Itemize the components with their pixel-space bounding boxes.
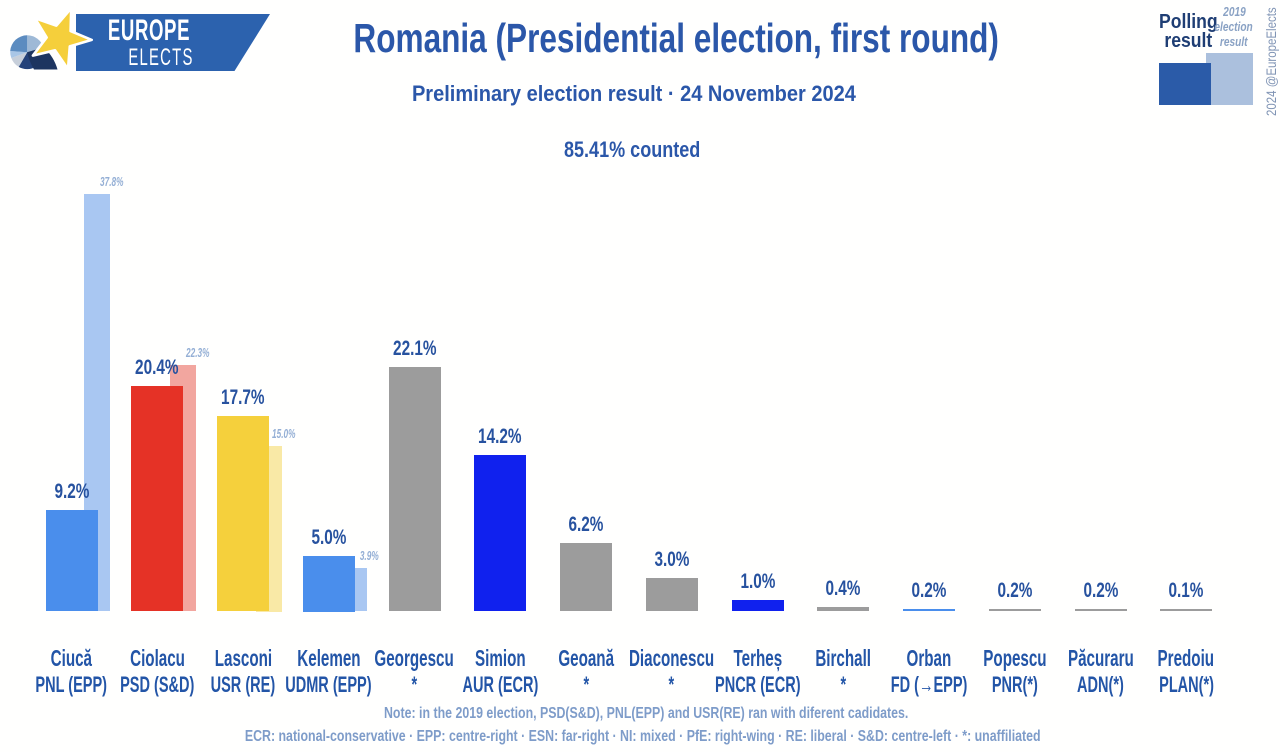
value-1: 20.4% (135, 356, 179, 380)
page-title: Romania (Presidential election, first ro… (353, 15, 999, 61)
candidate-party-5: AUR (ECR) (462, 671, 539, 697)
bar-13 (1160, 609, 1213, 612)
value-7: 3.0% (654, 548, 690, 572)
bar-0 (45, 509, 98, 612)
value-2019-0: 37.8% (100, 174, 124, 189)
candidate-party-10: FD (→EPP) (890, 671, 968, 697)
candidate-name-2: Lasconi (214, 645, 272, 671)
value-2019-3: 3.9% (359, 549, 379, 564)
legend-2019-label: 2019 election result (1214, 4, 1254, 50)
value-2: 17.7% (221, 385, 265, 409)
value-6: 6.2% (568, 512, 604, 536)
candidate-party-6: * (583, 671, 589, 697)
candidate-name-5: Simion (474, 645, 526, 671)
bar-12 (1074, 609, 1127, 612)
candidate-name-10: Orban (906, 645, 952, 671)
candidate-name-11: Popescu (983, 645, 1047, 671)
logo-banner (76, 14, 270, 71)
value-5: 14.2% (478, 424, 522, 448)
candidate-party-1: PSD (S&D) (120, 671, 195, 697)
value-4: 22.1% (392, 337, 437, 361)
bar-2 (217, 415, 269, 612)
candidate-name-6: Geoană (558, 645, 614, 671)
value-9: 0.4% (825, 577, 861, 601)
value-8: 1.0% (740, 570, 775, 594)
bar-4 (388, 367, 441, 612)
bar-5 (474, 454, 527, 612)
bar-10 (903, 609, 955, 612)
bar-8 (731, 600, 784, 612)
candidate-party-12: ADN(*) (1077, 671, 1124, 697)
europe-elects-logo: EUROPE ELECTS (9, 7, 270, 71)
bar-7 (645, 578, 698, 612)
candidate-name-13: Predoiu (1157, 645, 1215, 671)
candidate-party-7: * (668, 671, 675, 697)
legend-2019-swatch (1206, 53, 1253, 105)
candidate-name-8: Terheș (733, 645, 782, 671)
candidate-party-13: PLAN(*) (1158, 671, 1214, 697)
value-11: 0.2% (997, 579, 1033, 603)
page-subtitle: Preliminary election result · 24 Novembe… (412, 81, 856, 106)
bar-1 (131, 386, 184, 612)
logo-star (31, 7, 93, 71)
value-3: 5.0% (311, 526, 347, 550)
legend-polling-label: Polling result (1158, 11, 1218, 52)
note-line2: ECR: national-conservative · EPP: centre… (245, 728, 1041, 745)
candidate-party-9: * (840, 671, 847, 697)
candidate-party-3: UDMR (EPP) (285, 671, 372, 697)
candidate-party-11: PNR(*) (991, 671, 1038, 697)
candidate-name-12: Păcuraru (1067, 645, 1134, 671)
candidate-name-1: Ciolacu (129, 645, 185, 671)
value-12: 0.2% (1083, 579, 1118, 603)
candidate-name-0: Ciucă (50, 645, 93, 671)
logo-word-elects: ELECTS (128, 45, 193, 71)
bar-6 (560, 542, 612, 612)
value-10: 0.2% (911, 579, 947, 603)
bar-3 (302, 556, 355, 612)
legend-polling-swatch (1159, 63, 1211, 105)
value-2019-1: 22.3% (186, 346, 210, 361)
note-line1: Note: in the 2019 election, PSD(S&D), PN… (383, 705, 909, 722)
bar-9 (817, 607, 870, 612)
candidate-party-2: USR (RE) (210, 671, 276, 697)
candidate-name-4: Georgescu (374, 645, 455, 671)
candidate-name-9: Birchall (815, 645, 872, 671)
candidate-party-4: * (411, 671, 418, 697)
candidate-name-7: Diaconescu (629, 645, 715, 671)
logo-word-europe: EUROPE (108, 14, 190, 48)
bar-11 (988, 609, 1041, 612)
value-0: 9.2% (54, 479, 89, 503)
candidate-party-0: PNL (EPP) (35, 671, 108, 697)
value-2019-2: 15.0% (271, 426, 296, 441)
candidate-name-3: Kelemen (297, 645, 361, 671)
candidate-party-8: PNCR (ECR) (714, 671, 801, 697)
counted-label: 85.41% counted (563, 137, 701, 162)
value-13: 0.1% (1168, 579, 1204, 603)
